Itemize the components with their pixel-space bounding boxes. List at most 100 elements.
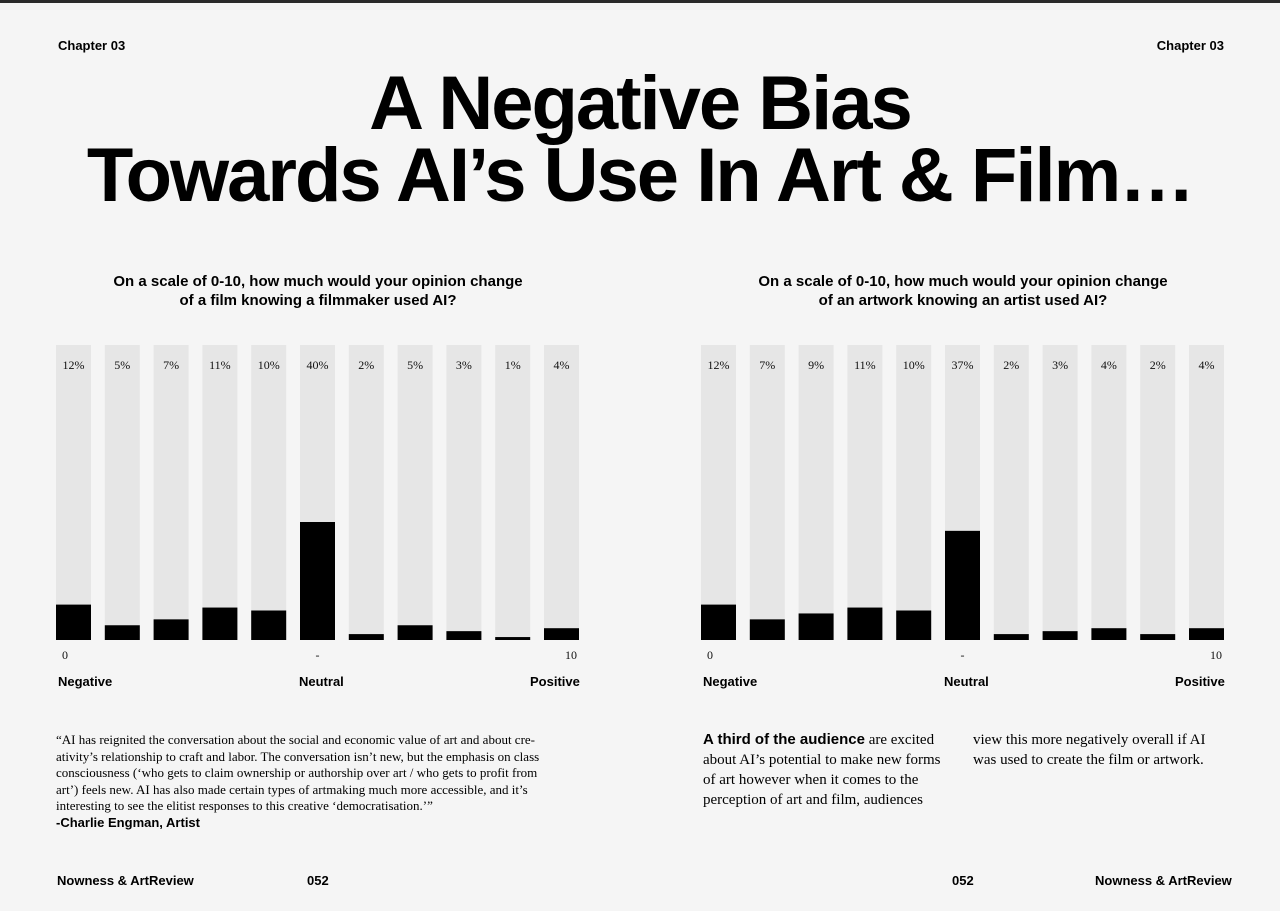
artwork-bar-track-0 bbox=[701, 345, 736, 640]
film-scale-label-negative: Negative bbox=[58, 674, 113, 689]
quote-attribution: -Charlie Engman, Artist bbox=[56, 815, 200, 830]
artwork-value-label-7: 3% bbox=[1052, 358, 1068, 372]
film-scale-label-positive: Positive bbox=[530, 674, 580, 689]
film-bar-track-7 bbox=[397, 345, 433, 640]
artwork-bar-track-6 bbox=[993, 345, 1029, 640]
film-bar-track-2 bbox=[153, 345, 189, 640]
film-bar-5 bbox=[300, 522, 335, 640]
summary-line-1: A third of the audience are excited bbox=[703, 730, 963, 750]
page-title-line-1: A Negative Bias bbox=[369, 61, 913, 146]
artwork-value-label-3: 11% bbox=[854, 358, 876, 372]
footer-publisher-right: Nowness & ArtReview bbox=[1095, 873, 1232, 888]
artwork-value-label-10: 4% bbox=[1199, 358, 1215, 372]
summary-line-4: perception of art and film, audiences bbox=[703, 792, 923, 808]
quote-line-2: ativity’s relationship to craft and labo… bbox=[56, 748, 540, 764]
film-bar-track-6 bbox=[348, 345, 384, 640]
film-chart-question-line-2: of a film knowing a filmmaker used AI? bbox=[179, 292, 457, 309]
artwork-chart-question-line-2: of an artwork knowing an artist used AI? bbox=[818, 292, 1108, 309]
footer-page-number-right: 052 bbox=[952, 873, 974, 888]
footer-publisher-left: Nowness & ArtReview bbox=[57, 873, 194, 888]
film-bar-0 bbox=[56, 604, 91, 640]
artwork-value-label-0: 12% bbox=[708, 358, 730, 372]
quote-line-3: consciousness (‘who gets to claim owners… bbox=[56, 765, 538, 780]
quote-line-4: art’) feels new. AI has also made certai… bbox=[56, 781, 528, 797]
artwork-bar-track-7 bbox=[1042, 345, 1078, 640]
artwork-chart-svg: 12% 7% 9% 11% 10% 37% 2% 3% 4% 2% 4% 0 - 10 bbox=[701, 345, 1224, 662]
artwork-value-label-8: 4% bbox=[1101, 358, 1117, 372]
film-bar-6 bbox=[348, 634, 384, 640]
film-value-label-1: 5% bbox=[114, 358, 130, 372]
artwork-value-label-4: 10% bbox=[903, 358, 925, 372]
film-bar-track-3 bbox=[202, 345, 238, 640]
artwork-scale-label-positive: Positive bbox=[1175, 674, 1225, 689]
artwork-bar-track-4 bbox=[896, 345, 932, 640]
film-bar-10 bbox=[544, 628, 579, 640]
chapter-label-right: Chapter 03 bbox=[1156, 38, 1224, 53]
artwork-chart-question-line-1: On a scale of 0-10, how much would your … bbox=[758, 273, 1168, 290]
summary-line-1-rest: are excited bbox=[864, 732, 935, 748]
film-bar-track-10 bbox=[544, 345, 579, 640]
page-title-line-2: Towards AI’s Use In Art & Film… bbox=[86, 133, 1195, 218]
film-bar-track-1 bbox=[104, 345, 140, 640]
artwork-bar-2 bbox=[798, 613, 834, 640]
artwork-value-label-5: 37% bbox=[952, 358, 974, 372]
quote-line-5: interesting to see the elitist responses… bbox=[56, 798, 433, 813]
artwork-axis-tick-0: 0 bbox=[707, 648, 713, 662]
film-chart-question-line-1: On a scale of 0-10, how much would your … bbox=[113, 273, 523, 290]
summary-col2-line-2: was used to create the film or artwork. bbox=[973, 752, 1204, 768]
film-bar-4 bbox=[251, 610, 287, 640]
film-chart-question: On a scale of 0-10, how much would your … bbox=[48, 272, 588, 310]
artwork-axis-tick-2: 10 bbox=[1210, 648, 1222, 662]
summary-line-2: about AI’s potential to make new forms bbox=[703, 752, 941, 768]
artwork-bar-6 bbox=[993, 634, 1029, 640]
artwork-bar-3 bbox=[847, 607, 883, 640]
film-chart-svg: 12% 5% 7% 11% 10% 40% 2% 5% 3% 1% 4% 0 - 10 bbox=[56, 345, 579, 662]
summary-column-2: view this more negatively overall if AI … bbox=[973, 730, 1233, 770]
film-scale-label-neutral: Neutral bbox=[299, 674, 344, 689]
film-bar-track-4 bbox=[251, 345, 287, 640]
film-axis-tick-1: - bbox=[316, 648, 320, 662]
artwork-bar-7 bbox=[1042, 631, 1078, 640]
film-value-label-8: 3% bbox=[456, 358, 472, 372]
artwork-bar-0 bbox=[701, 604, 736, 640]
artwork-bar-track-8 bbox=[1091, 345, 1127, 640]
film-value-label-7: 5% bbox=[407, 358, 423, 372]
artwork-value-label-6: 2% bbox=[1003, 358, 1019, 372]
artwork-bar-track-10 bbox=[1189, 345, 1224, 640]
artwork-opinion-bar-chart: 12% 7% 9% 11% 10% 37% 2% 3% 4% 2% 4% 0 - 10 bbox=[701, 345, 1225, 675]
artwork-bar-track-9 bbox=[1140, 345, 1176, 640]
chapter-label-left: Chapter 03 bbox=[58, 38, 126, 53]
film-bar-9 bbox=[495, 637, 531, 640]
artwork-bar-track-3 bbox=[847, 345, 883, 640]
film-axis-tick-0: 0 bbox=[62, 648, 68, 662]
summary-highlight: A third of the audience bbox=[703, 731, 865, 748]
film-bar-track-8 bbox=[446, 345, 482, 640]
artwork-value-label-9: 2% bbox=[1150, 358, 1166, 372]
artwork-scale-label-neutral: Neutral bbox=[944, 674, 989, 689]
summary-column-1: A third of the audience are excited abou… bbox=[703, 730, 963, 810]
film-bar-8 bbox=[446, 631, 482, 640]
film-bar-3 bbox=[202, 607, 238, 640]
artwork-bar-9 bbox=[1140, 634, 1176, 640]
summary-col2-line-1: view this more negatively overall if AI bbox=[973, 732, 1206, 748]
film-bar-7 bbox=[397, 625, 433, 640]
artwork-value-label-1: 7% bbox=[759, 358, 775, 372]
film-bar-1 bbox=[104, 625, 140, 640]
quote-line-1: “AI has reignited the conversation about… bbox=[56, 732, 536, 747]
film-value-label-0: 12% bbox=[63, 358, 85, 372]
film-bar-2 bbox=[153, 619, 189, 640]
film-value-label-4: 10% bbox=[258, 358, 280, 372]
artist-quote: “AI has reignited the conversation about… bbox=[56, 732, 576, 815]
artwork-bar-track-2 bbox=[798, 345, 834, 640]
film-value-label-6: 2% bbox=[358, 358, 374, 372]
film-value-label-5: 40% bbox=[307, 358, 329, 372]
artwork-axis-tick-1: - bbox=[961, 648, 965, 662]
film-value-label-2: 7% bbox=[163, 358, 179, 372]
footer-page-number-left: 052 bbox=[307, 873, 329, 888]
film-bar-track-0 bbox=[56, 345, 91, 640]
film-value-label-3: 11% bbox=[209, 358, 231, 372]
artwork-bar-4 bbox=[896, 610, 932, 640]
summary-line-3: of art however when it comes to the bbox=[703, 772, 919, 788]
film-value-label-10: 4% bbox=[554, 358, 570, 372]
artwork-bar-5 bbox=[945, 530, 980, 640]
